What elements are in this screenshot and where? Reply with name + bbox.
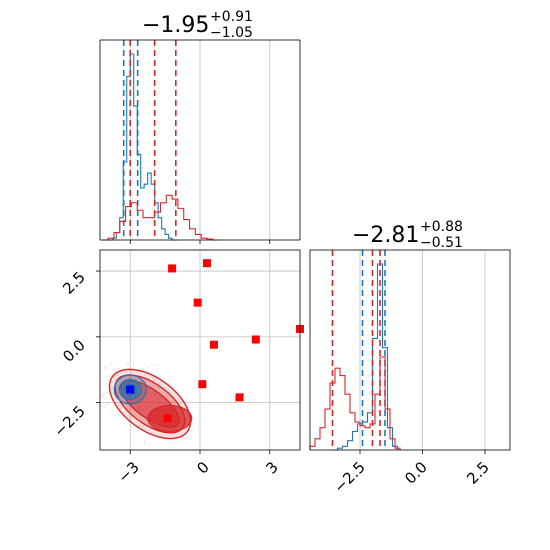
sample-point-0-1-16 bbox=[148, 441, 151, 444]
y-tick-label-1: 2.5 bbox=[59, 268, 89, 298]
x-tick-label-1: −3 bbox=[114, 458, 142, 486]
top-series-1-histogram bbox=[102, 194, 219, 241]
sample-point-1-0-8 bbox=[132, 362, 134, 365]
sample-point-1-0-9 bbox=[137, 371, 140, 373]
top-frame bbox=[99, 39, 301, 241]
sample-point-0-0-5 bbox=[116, 373, 118, 376]
title-1-lower: −1.05 bbox=[210, 25, 253, 41]
sample-point-0-1-22 bbox=[142, 425, 145, 427]
joint-panel bbox=[96, 249, 304, 454]
joint-x-tick-labels: −3 0 3 bbox=[114, 458, 281, 486]
sample-point-0-1-0 bbox=[172, 442, 174, 445]
right-series-0-histogram bbox=[332, 263, 399, 451]
sample-point-0-1-14 bbox=[178, 398, 181, 400]
title-2-lower: −0.51 bbox=[420, 235, 463, 251]
sample-point-0-0-16 bbox=[109, 363, 112, 365]
marker-point-2 bbox=[193, 298, 202, 307]
sample-point-0-1-24 bbox=[186, 436, 189, 439]
sample-point-0-0-32 bbox=[125, 370, 128, 373]
right-frame bbox=[309, 249, 511, 451]
right-x-tick-labels: −2.5 0.0 2.5 bbox=[330, 458, 492, 496]
marker-point-4 bbox=[251, 335, 260, 344]
sample-point-1-0-31 bbox=[104, 406, 106, 409]
right-series-1-histogram bbox=[309, 356, 401, 450]
top-series-0-histogram bbox=[109, 53, 180, 241]
sample-point-1-0-10 bbox=[125, 411, 128, 413]
sample-point-1-0-7 bbox=[146, 366, 149, 369]
joint-frame bbox=[99, 249, 301, 451]
sample-point-1-0-30 bbox=[153, 385, 155, 387]
marker-point-8 bbox=[163, 414, 172, 423]
sample-point-0-1-26 bbox=[176, 439, 179, 441]
sample-point-0-1-35 bbox=[143, 440, 146, 442]
right-x-tick-label-1: −2.5 bbox=[330, 458, 368, 496]
sample-point-1-0-22 bbox=[157, 387, 159, 390]
sample-point-0-0-20 bbox=[120, 396, 123, 399]
sample-point-1-0-3 bbox=[154, 379, 156, 381]
marginal-panel-2 bbox=[309, 249, 511, 454]
sample-point-0-1-3 bbox=[180, 405, 182, 407]
sample-point-0-0-36 bbox=[115, 374, 118, 377]
sample-point-0-1-25 bbox=[148, 443, 151, 446]
sample-point-0-0-25 bbox=[145, 380, 147, 383]
sample-point-0-0-3 bbox=[103, 368, 106, 371]
y-tick-label-2: 0.0 bbox=[59, 336, 89, 366]
title-2-upper: +0.88 bbox=[420, 219, 463, 235]
x-tick-label-2: 0 bbox=[193, 458, 212, 477]
y-tick-label-3: −2.5 bbox=[50, 402, 88, 440]
marker-point-6 bbox=[198, 380, 207, 389]
sample-point-0-0-37 bbox=[151, 364, 153, 366]
sample-point-0-1-12 bbox=[140, 435, 142, 438]
sample-point-1-0-4 bbox=[126, 364, 129, 366]
x-tick-label-3: 3 bbox=[262, 458, 281, 477]
marker-point-7 bbox=[235, 393, 244, 402]
sample-point-0-1-17 bbox=[143, 442, 146, 445]
sample-point-1-0-26 bbox=[117, 367, 120, 369]
sample-point-1-0-23 bbox=[101, 394, 103, 397]
right-x-tick-label-3: 2.5 bbox=[463, 458, 493, 488]
sample-point-1-0-34 bbox=[119, 413, 121, 416]
sample-point-0-1-20 bbox=[168, 441, 171, 443]
sample-point-1-0-13 bbox=[144, 373, 147, 376]
sample-point-1-0-16 bbox=[102, 395, 104, 398]
sample-point-0-1-18 bbox=[171, 400, 173, 402]
sample-point-0-0-19 bbox=[108, 374, 111, 376]
truth-marker bbox=[126, 385, 135, 394]
title-1-median: −1.95 bbox=[142, 13, 209, 38]
sample-point-1-0-17 bbox=[127, 362, 130, 365]
sample-point-0-1-11 bbox=[192, 430, 195, 432]
sample-point-0-0-28 bbox=[102, 393, 104, 395]
joint-y-tick-labels: 2.5 0.0 −2.5 bbox=[50, 268, 88, 440]
sample-point-0-1-19 bbox=[189, 436, 192, 438]
title-2: −2.81 +0.88 −0.51 bbox=[352, 219, 463, 251]
sample-point-0-0-10 bbox=[109, 412, 112, 414]
sample-point-1-0-20 bbox=[111, 387, 113, 389]
title-1: −1.95 +0.91 −1.05 bbox=[142, 9, 253, 41]
sample-point-0-0-38 bbox=[155, 369, 157, 372]
sample-point-1-0-25 bbox=[113, 376, 115, 378]
sample-point-1-0-1 bbox=[106, 367, 109, 370]
marker-point-1 bbox=[202, 259, 211, 268]
title-1-upper: +0.91 bbox=[210, 9, 253, 25]
marker-point-0 bbox=[168, 264, 177, 273]
sample-point-0-0-29 bbox=[140, 380, 142, 383]
marker-point-3 bbox=[209, 340, 218, 349]
sample-point-1-0-21 bbox=[118, 413, 120, 416]
sample-point-0-0-1 bbox=[106, 402, 108, 404]
sample-point-0-1-5 bbox=[139, 425, 141, 427]
sample-point-0-0-21 bbox=[104, 366, 106, 368]
marginal-panel-1 bbox=[99, 39, 301, 244]
title-2-median: −2.81 bbox=[352, 223, 419, 248]
sample-point-0-0-11 bbox=[155, 363, 158, 366]
sample-point-0-0-22 bbox=[113, 368, 116, 371]
sample-point-1-0-15 bbox=[152, 376, 155, 379]
sample-point-0-0-26 bbox=[107, 403, 110, 405]
right-x-tick-label-2: 0.0 bbox=[401, 458, 431, 488]
sample-point-1-0-35 bbox=[102, 375, 105, 378]
sample-point-0-0-12 bbox=[106, 391, 109, 394]
